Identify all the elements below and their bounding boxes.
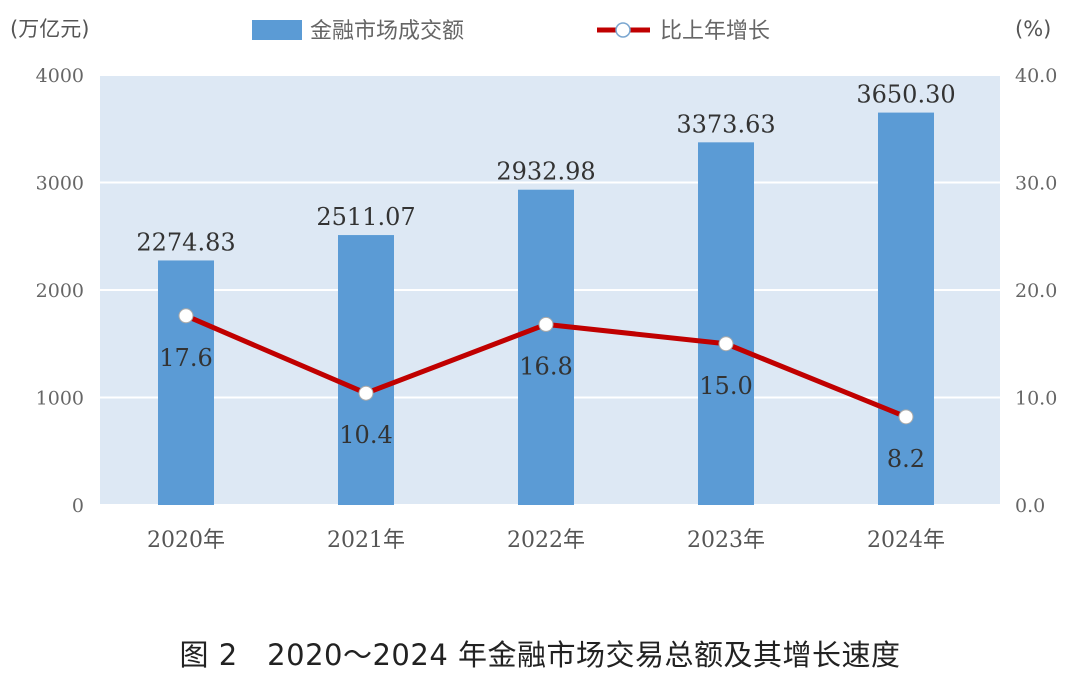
bar-data-label: 2932.98 bbox=[496, 158, 595, 186]
chart-title: 图 2 2020～2024 年金融市场交易总额及其增长速度 bbox=[179, 638, 901, 672]
y-right-tick-label: 0.0 bbox=[1015, 495, 1045, 517]
line-marker bbox=[898, 409, 914, 425]
y-left-unit-label: (万亿元) bbox=[10, 17, 89, 41]
legend-bar-swatch bbox=[252, 20, 302, 40]
y-left-tick-label: 4000 bbox=[36, 65, 84, 87]
line-data-label: 10.4 bbox=[339, 421, 392, 449]
bar bbox=[158, 260, 214, 505]
line-data-label: 16.8 bbox=[519, 352, 572, 380]
y-right-tick-label: 40.0 bbox=[1015, 65, 1057, 87]
y-right-tick-label: 30.0 bbox=[1015, 173, 1057, 195]
x-tick-label: 2022年 bbox=[507, 528, 585, 553]
y-left-tick-label: 3000 bbox=[36, 173, 84, 195]
bar bbox=[518, 189, 574, 505]
line-data-label: 15.0 bbox=[699, 372, 752, 400]
y-left-tick-label: 0 bbox=[72, 495, 84, 517]
line-marker bbox=[718, 336, 734, 352]
line-marker bbox=[538, 316, 554, 332]
y-right-tick-label: 20.0 bbox=[1015, 280, 1057, 302]
x-tick-label: 2023年 bbox=[687, 528, 765, 553]
bar-data-label: 2274.83 bbox=[136, 228, 235, 256]
legend-line-label: 比上年增长 bbox=[660, 19, 770, 44]
x-tick-label: 2020年 bbox=[147, 528, 225, 553]
legend-line-marker bbox=[615, 22, 631, 38]
chart: 0 0.0 1000 10.0 2000 20.0 3000 30.0 4000 40.0 (万亿元… bbox=[10, 17, 1057, 553]
line-marker bbox=[358, 385, 374, 401]
line-marker bbox=[178, 308, 194, 324]
x-tick-label: 2021年 bbox=[327, 528, 405, 553]
line-data-label: 17.6 bbox=[159, 344, 212, 372]
bar-data-label: 2511.07 bbox=[316, 203, 415, 231]
bar bbox=[698, 142, 754, 505]
x-tick-label: 2024年 bbox=[867, 528, 945, 553]
legend-bar-label: 金融市场成交额 bbox=[310, 19, 464, 44]
line-data-label: 8.2 bbox=[887, 445, 925, 473]
y-left-tick-label: 1000 bbox=[36, 388, 84, 410]
bar-data-label: 3650.30 bbox=[856, 81, 955, 109]
y-right-tick-label: 10.0 bbox=[1015, 388, 1057, 410]
y-left-tick-label: 2000 bbox=[36, 280, 84, 302]
y-right-unit-label: (%) bbox=[1015, 17, 1051, 41]
bar bbox=[338, 235, 394, 505]
bar-data-label: 3373.63 bbox=[676, 110, 775, 138]
bar bbox=[878, 112, 934, 506]
